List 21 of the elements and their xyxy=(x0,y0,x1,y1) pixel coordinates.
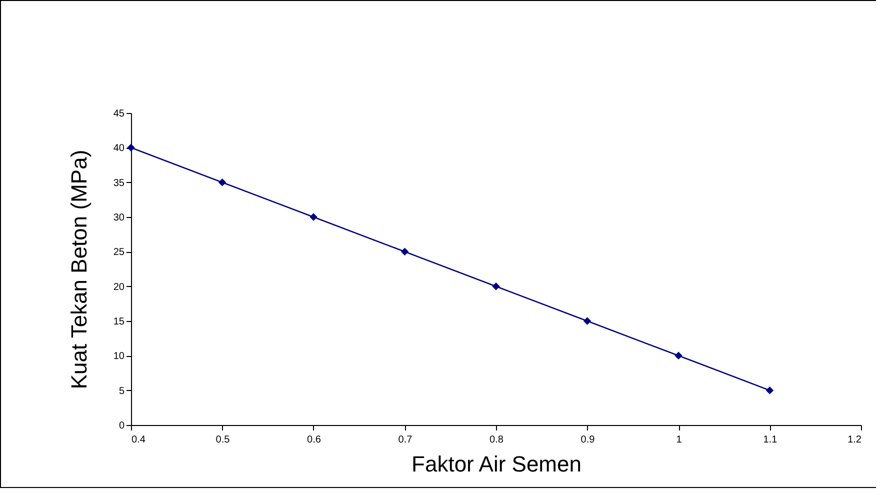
x-tick-label: 0.7 xyxy=(398,434,413,446)
x-tick-label: 0.6 xyxy=(307,434,322,446)
y-tick-label: 15 xyxy=(113,316,125,328)
x-tick-label: 0.4 xyxy=(132,434,146,446)
x-axis-title: Faktor Air Semen xyxy=(412,452,582,476)
y-tick-label: 20 xyxy=(113,282,125,293)
y-tick-label: 10 xyxy=(113,351,125,362)
y-tick-label: 40 xyxy=(113,143,125,154)
x-tick-label: 0.9 xyxy=(580,434,596,446)
y-tick-label: 30 xyxy=(113,212,125,224)
x-tick-label: 0.5 xyxy=(216,434,230,446)
x-tick-label: 0.8 xyxy=(490,434,504,446)
y-tick-label: 35 xyxy=(113,178,125,189)
y-tick-label: 45 xyxy=(113,108,125,120)
x-tick-label: 1 xyxy=(676,434,682,446)
y-tick-label: 0 xyxy=(118,420,125,432)
x-tick-label: 1.2 xyxy=(848,434,862,446)
y-tick-label: 5 xyxy=(118,386,125,397)
x-tick-label: 1.1 xyxy=(763,434,778,446)
y-tick-label: 25 xyxy=(113,247,125,258)
y-axis-title: Kuat Tekan Beton (MPa) xyxy=(66,150,92,390)
